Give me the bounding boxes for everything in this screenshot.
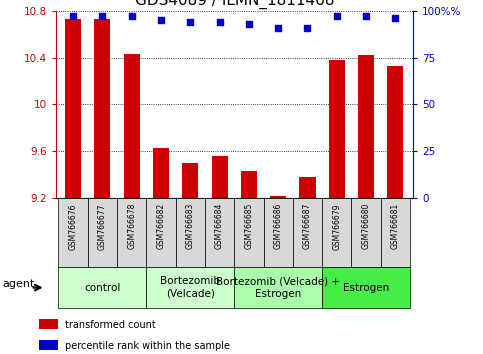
Text: transformed count: transformed count [65, 320, 156, 330]
Bar [117, 198, 146, 267]
Bar [146, 198, 176, 267]
Text: agent: agent [3, 279, 35, 289]
Bar [234, 198, 264, 267]
Bar [329, 60, 345, 198]
Bar [65, 19, 81, 198]
Bar [39, 340, 58, 350]
Title: GDS4089 / ILMN_1811468: GDS4089 / ILMN_1811468 [134, 0, 334, 9]
Point [333, 13, 341, 19]
Text: GSM766678: GSM766678 [127, 203, 136, 250]
Bar [212, 156, 227, 198]
Bar [358, 55, 374, 198]
Text: GSM766681: GSM766681 [391, 203, 400, 249]
Bar [293, 198, 322, 267]
Text: GSM766683: GSM766683 [186, 203, 195, 250]
Point [216, 19, 224, 25]
Text: GSM766682: GSM766682 [156, 203, 166, 249]
Bar [58, 267, 146, 308]
Text: Bortezomib (Velcade) +
Estrogen: Bortezomib (Velcade) + Estrogen [216, 276, 340, 299]
Point [245, 21, 253, 27]
Point [99, 13, 106, 19]
Bar [88, 198, 117, 267]
Bar [58, 198, 88, 267]
Bar [176, 198, 205, 267]
Bar [381, 198, 410, 267]
Text: GSM766677: GSM766677 [98, 203, 107, 250]
Bar [124, 54, 140, 198]
Bar [146, 267, 234, 308]
Bar [322, 198, 352, 267]
Text: control: control [84, 282, 121, 293]
Point [362, 13, 370, 19]
Text: Bortezomib
(Velcade): Bortezomib (Velcade) [160, 276, 220, 299]
Bar [39, 319, 58, 329]
Point [186, 19, 194, 25]
Text: Estrogen: Estrogen [343, 282, 389, 293]
Point [69, 13, 77, 19]
Bar [205, 198, 234, 267]
Bar [182, 163, 199, 198]
Text: GSM766679: GSM766679 [332, 203, 341, 250]
Text: GSM766685: GSM766685 [244, 203, 254, 250]
Bar [270, 196, 286, 198]
Bar [299, 177, 315, 198]
Bar [153, 148, 169, 198]
Point [128, 13, 136, 19]
Point [157, 17, 165, 23]
Text: GSM766676: GSM766676 [69, 203, 78, 250]
Bar [94, 19, 111, 198]
Point [392, 15, 399, 21]
Point [274, 25, 282, 30]
Point [304, 25, 312, 30]
Bar [234, 267, 322, 308]
Text: GSM766686: GSM766686 [274, 203, 283, 250]
Text: percentile rank within the sample: percentile rank within the sample [65, 341, 230, 351]
Bar [322, 267, 410, 308]
Bar [264, 198, 293, 267]
Bar [352, 198, 381, 267]
Bar [387, 66, 403, 198]
Text: GSM766684: GSM766684 [215, 203, 224, 250]
Bar [241, 171, 257, 198]
Text: GSM766687: GSM766687 [303, 203, 312, 250]
Text: GSM766680: GSM766680 [362, 203, 370, 250]
